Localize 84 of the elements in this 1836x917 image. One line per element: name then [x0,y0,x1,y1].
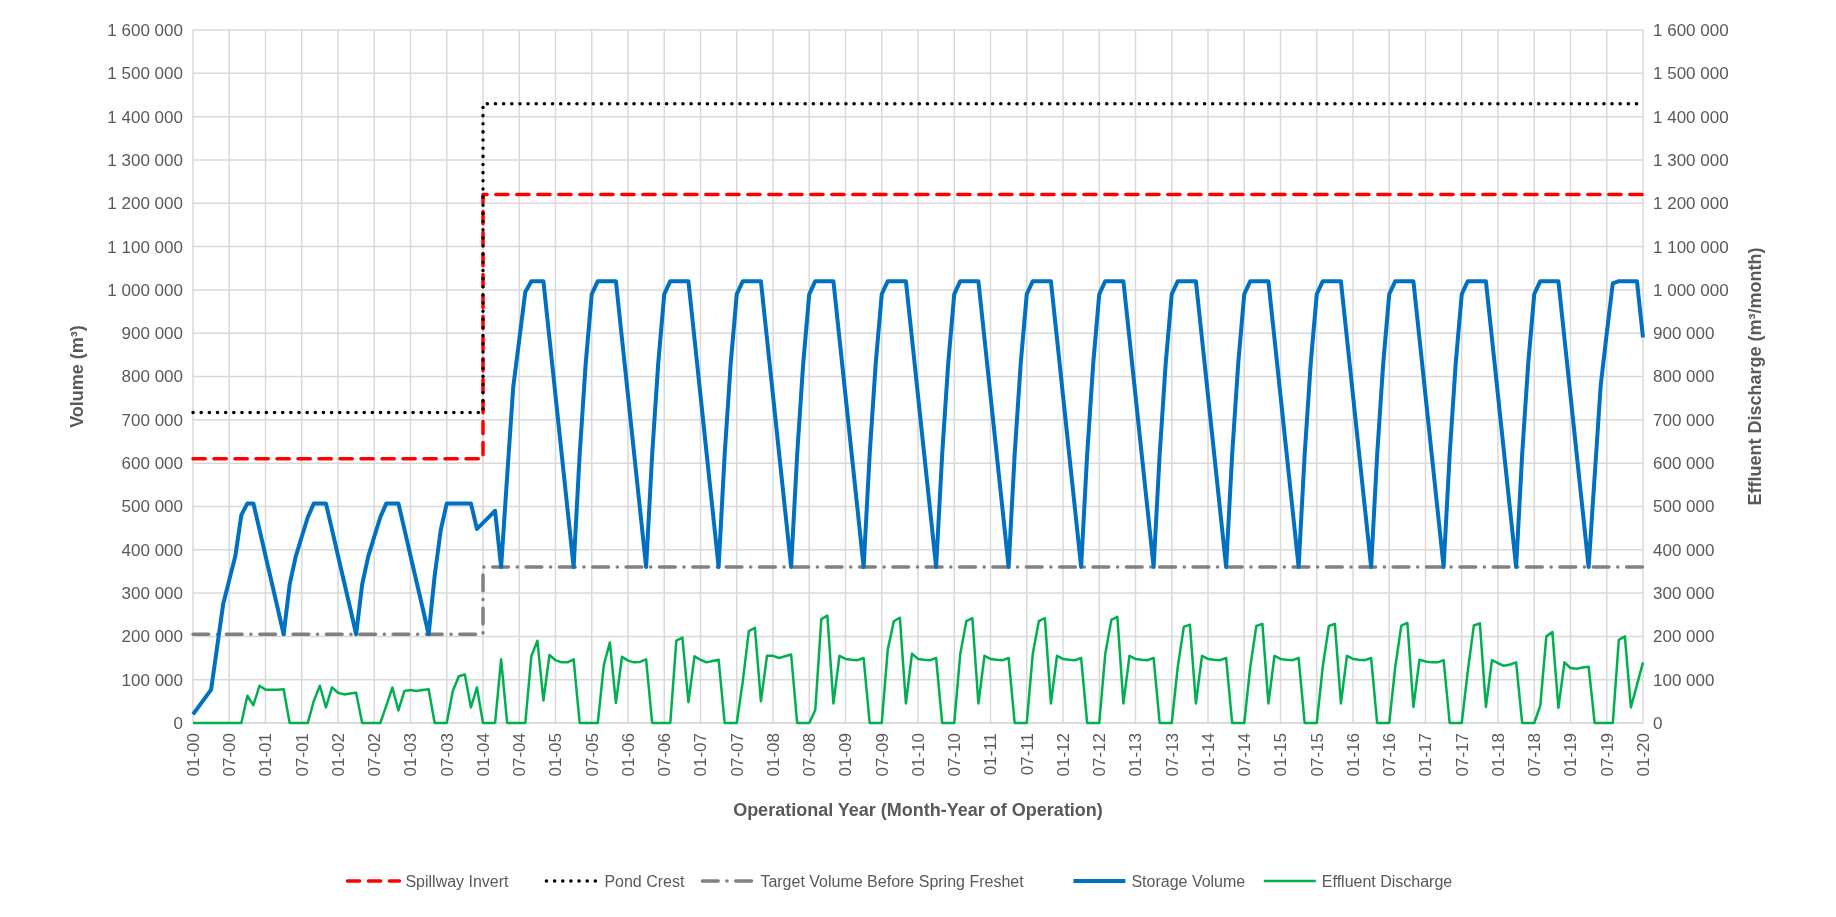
x-tick-label: 07-14 [1235,733,1255,777]
x-tick-label: 07-12 [1090,733,1110,777]
x-tick-label: 01-17 [1416,733,1436,777]
y2-tick-label: 300 000 [1653,584,1715,604]
y2-tick-label: 1 300 000 [1653,150,1729,170]
x-tick-label: 07-18 [1525,733,1545,777]
legend-label: Storage Volume [1131,872,1246,890]
x-tick-label: 07-13 [1162,733,1182,777]
y-tick-label: 500 000 [121,497,183,517]
x-tick-label: 01-12 [1053,733,1073,777]
y2-tick-label: 400 000 [1653,540,1715,560]
y-tick-label: 1 400 000 [107,107,183,127]
y-tick-label: 400 000 [121,540,183,560]
x-tick-label: 01-10 [908,733,928,777]
y-tick-label: 200 000 [121,627,183,647]
x-tick-label: 01-04 [473,733,493,777]
y-tick-label: 300 000 [121,584,183,604]
x-tick-label: 01-02 [328,733,348,777]
x-tick-label: 07-09 [872,733,892,777]
x-tick-label: 07-16 [1380,733,1400,777]
y2-tick-label: 500 000 [1653,497,1715,517]
y2-tick-label: 800 000 [1653,367,1715,387]
y-tick-label: 900 000 [121,324,183,344]
y2-tick-label: 200 000 [1653,627,1715,647]
y2-tick-label: 700 000 [1653,410,1715,430]
x-tick-label: 01-16 [1343,733,1363,777]
x-tick-label: 01-01 [256,733,276,777]
x-tick-label: 07-08 [800,733,820,777]
x-tick-label: 01-18 [1488,733,1508,777]
y-tick-label: 1 000 000 [107,280,183,300]
y-tick-label: 1 200 000 [107,194,183,214]
x-tick-label: 01-11 [981,733,1001,776]
line-series [191,279,1645,717]
y-tick-label: 0 [173,713,183,733]
y2-tick-label: 600 000 [1653,454,1715,474]
y2-tick-label: 1 100 000 [1653,237,1729,257]
x-tick-label: 01-00 [183,733,203,777]
x-tick-label: 01-07 [691,733,711,777]
x-tick-label: 01-09 [836,733,856,777]
y-tick-label: 1 600 000 [107,20,183,40]
y2-tick-label: 100 000 [1653,670,1715,690]
y2-tick-label: 1 400 000 [1653,107,1729,127]
x-tick-label: 07-05 [582,733,602,777]
x-tick-label: 07-03 [437,733,457,777]
y2-axis-title: Effluent Discharge (m³/month) [1745,247,1765,506]
x-axis-title: Operational Year (Month-Year of Operation) [733,800,1103,820]
y-tick-label: 100 000 [121,670,183,690]
x-tick-label: 01-13 [1126,733,1146,777]
x-tick-label: 01-06 [618,733,638,777]
y-tick-label: 1 300 000 [107,150,183,170]
y-tick-label: 800 000 [121,367,183,387]
y-axis-title: Volume (m³) [67,325,87,428]
y-tick-label: 1 500 000 [107,64,183,84]
y2-tick-label: 1 000 000 [1653,280,1729,300]
y-tick-label: 600 000 [121,454,183,474]
x-tick-label: 07-17 [1452,733,1472,777]
y2-tick-label: 1 500 000 [1653,64,1729,84]
y2-tick-label: 1 200 000 [1653,194,1729,214]
x-tick-label: 07-19 [1597,733,1617,777]
x-tick-label: 07-11 [1017,733,1037,776]
x-tick-label: 01-05 [546,733,566,777]
x-tick-label: 07-06 [655,733,675,777]
x-tick-label: 07-00 [220,733,240,777]
x-tick-label: 01-08 [763,733,783,777]
x-tick-label: 01-19 [1561,733,1581,777]
y2-tick-label: 900 000 [1653,324,1715,344]
x-tick-label: 01-20 [1633,733,1653,777]
x-tick-label: 07-02 [365,733,385,777]
y2-tick-label: 0 [1653,713,1663,733]
x-tick-label: 07-15 [1307,733,1327,777]
legend-label: Target Volume Before Spring Freshet [760,872,1025,890]
x-tick-label: 07-04 [510,733,530,777]
x-tick-label: 07-01 [292,733,312,777]
x-tick-label: 07-07 [727,733,747,777]
x-tick-label: 01-15 [1271,733,1291,777]
legend-label: Pond Crest [604,872,685,890]
y-tick-label: 1 100 000 [107,237,183,257]
y2-tick-label: 1 600 000 [1653,20,1729,40]
y-tick-label: 700 000 [121,410,183,430]
legend-label: Effluent Discharge [1321,872,1453,890]
legend-label: Spillway Invert [405,872,510,890]
x-tick-label: 01-03 [401,733,421,777]
x-tick-label: 07-10 [945,733,965,777]
x-tick-label: 01-14 [1198,733,1218,777]
